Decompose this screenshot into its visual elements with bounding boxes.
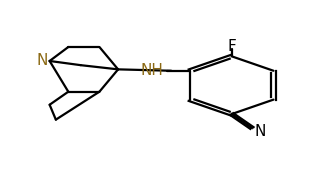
Text: N: N — [36, 53, 47, 67]
Text: N: N — [254, 124, 265, 139]
Text: F: F — [227, 39, 236, 54]
Text: NH: NH — [141, 63, 164, 78]
